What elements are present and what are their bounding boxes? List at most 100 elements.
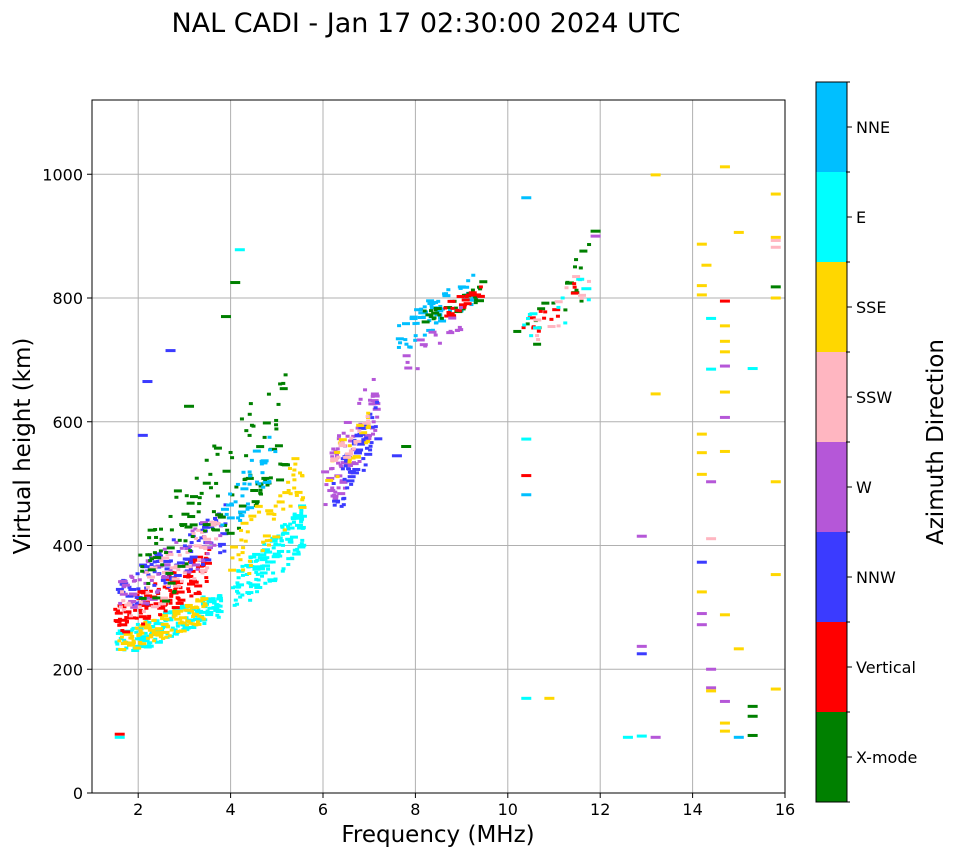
- data-point: [358, 397, 363, 401]
- data-point: [216, 615, 221, 619]
- data-point: [193, 527, 198, 531]
- data-point: [446, 331, 455, 335]
- data-point: [552, 308, 561, 312]
- data-point: [299, 542, 304, 546]
- data-point: [162, 599, 171, 603]
- data-point: [360, 440, 365, 444]
- data-point: [172, 580, 181, 584]
- data-point: [205, 610, 214, 614]
- data-point: [636, 644, 647, 648]
- data-point: [157, 552, 162, 556]
- data-point: [286, 526, 295, 530]
- data-point: [476, 299, 485, 303]
- data-point: [281, 507, 286, 511]
- data-point: [267, 560, 276, 564]
- data-point: [146, 573, 151, 577]
- data-point: [264, 539, 269, 543]
- data-point: [349, 428, 354, 432]
- data-point: [235, 581, 240, 585]
- data-point: [195, 555, 204, 559]
- data-point: [115, 587, 124, 591]
- data-point: [188, 621, 193, 625]
- data-point: [262, 564, 271, 568]
- data-point: [169, 528, 174, 532]
- data-point: [202, 525, 211, 529]
- data-point: [152, 639, 157, 643]
- data-point: [636, 734, 647, 738]
- data-point: [446, 312, 455, 316]
- data-point: [351, 447, 356, 451]
- data-point: [203, 558, 212, 562]
- data-point: [436, 299, 441, 303]
- data-point: [770, 687, 781, 691]
- data-point: [244, 454, 249, 458]
- data-point: [770, 192, 781, 196]
- data-point: [365, 426, 370, 430]
- x-tick-label: 4: [226, 800, 236, 819]
- data-point: [201, 600, 206, 604]
- plot-frame: [91, 99, 786, 794]
- data-point: [331, 447, 336, 451]
- data-point: [413, 334, 418, 338]
- data-point: [271, 517, 276, 521]
- data-point: [361, 438, 366, 442]
- data-point: [247, 559, 252, 563]
- data-point: [114, 735, 125, 739]
- data-point: [234, 485, 239, 489]
- data-point: [191, 561, 196, 565]
- data-point: [140, 631, 145, 635]
- data-point: [152, 583, 157, 587]
- data-point: [194, 623, 199, 627]
- colorbar-segment: [816, 82, 847, 172]
- data-point: [521, 493, 532, 497]
- data-point: [214, 481, 219, 485]
- data-point: [154, 621, 159, 625]
- data-point: [199, 536, 204, 540]
- data-point: [223, 522, 228, 526]
- data-point: [294, 493, 299, 497]
- data-point: [415, 367, 420, 371]
- data-point: [190, 622, 195, 626]
- data-point: [521, 474, 532, 478]
- data-point: [158, 549, 163, 553]
- data-point: [173, 628, 178, 632]
- data-point: [169, 577, 174, 581]
- data-point: [292, 486, 297, 490]
- data-point: [375, 415, 380, 419]
- data-point: [590, 229, 601, 233]
- data-point: [178, 616, 187, 620]
- data-point: [197, 614, 202, 618]
- data-point: [175, 601, 184, 605]
- data-point: [338, 438, 347, 442]
- data-point: [719, 721, 730, 725]
- data-point: [144, 606, 149, 610]
- data-point: [747, 733, 758, 737]
- data-point: [357, 459, 362, 463]
- data-point: [253, 565, 262, 569]
- data-point: [196, 608, 201, 612]
- data-point: [137, 578, 142, 582]
- data-point: [527, 312, 532, 316]
- data-point: [358, 426, 367, 430]
- data-point: [133, 608, 138, 612]
- data-point: [188, 544, 193, 548]
- data-point: [579, 299, 584, 303]
- data-point: [228, 568, 237, 572]
- data-point: [209, 520, 218, 524]
- data-point: [164, 635, 169, 639]
- data-point: [240, 573, 245, 577]
- data-point: [572, 282, 577, 286]
- data-point: [212, 601, 217, 605]
- data-point: [273, 543, 282, 547]
- data-point: [148, 559, 153, 563]
- data-point: [276, 554, 281, 558]
- data-point: [544, 696, 555, 700]
- y-tick-label: 800: [52, 289, 83, 308]
- data-point: [279, 387, 288, 391]
- data-point: [130, 628, 135, 632]
- data-point: [336, 486, 341, 490]
- data-point: [122, 630, 131, 634]
- data-point: [177, 553, 182, 557]
- data-point: [260, 471, 265, 475]
- data-point: [292, 514, 301, 518]
